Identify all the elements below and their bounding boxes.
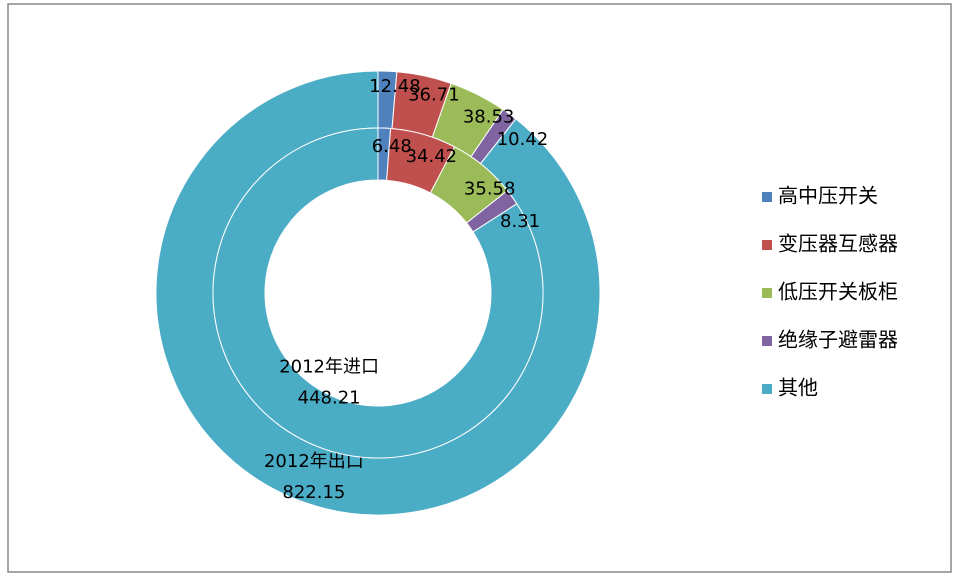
data-label: 8.31	[500, 211, 540, 232]
legend-label: 高中压开关	[778, 184, 878, 208]
legend-label: 其他	[778, 376, 818, 400]
data-label: 822.15	[282, 482, 345, 503]
legend-label: 绝缘子避雷器	[778, 328, 898, 352]
data-label: 448.21	[298, 388, 361, 409]
legend-swatch	[762, 384, 772, 394]
data-label: 6.48	[372, 136, 412, 157]
data-label: 12.48	[369, 76, 421, 97]
series-label: 2012年出口	[264, 451, 364, 472]
data-label: 38.53	[463, 107, 515, 128]
legend-swatch	[762, 336, 772, 346]
data-label: 36.71	[408, 85, 460, 106]
doughnut-slice	[212, 127, 544, 459]
legend-swatch	[762, 288, 772, 298]
data-label: 10.42	[497, 129, 549, 150]
data-label: 34.42	[406, 146, 458, 167]
data-label: 35.58	[464, 178, 516, 199]
series-label: 2012年进口	[279, 357, 379, 378]
legend-swatch	[762, 240, 772, 250]
legend-label: 变压器互感器	[778, 232, 898, 256]
legend-swatch	[762, 192, 772, 202]
legend-label: 低压开关板柜	[778, 280, 898, 304]
